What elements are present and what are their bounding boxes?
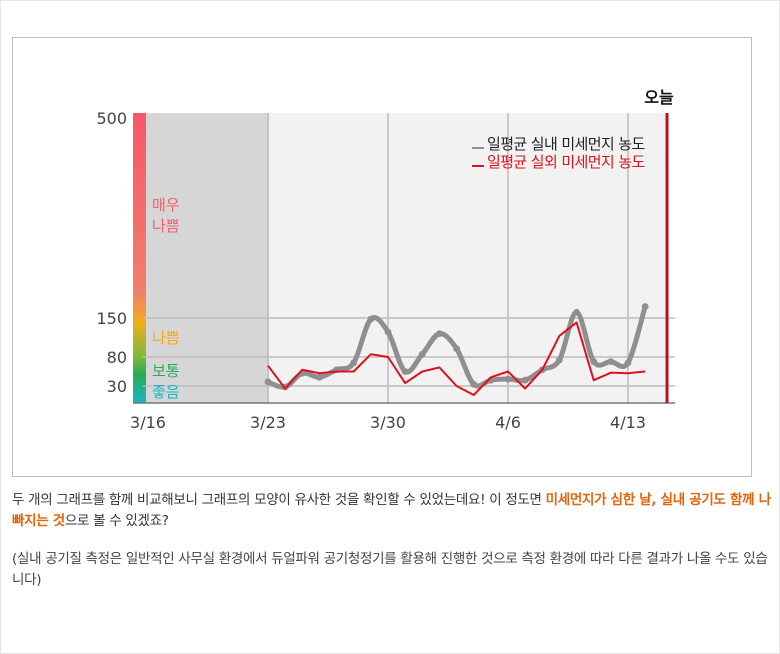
grade-label-very-bad-1: 매우	[152, 196, 180, 214]
indoor-data-point	[350, 359, 358, 367]
indoor-data-point	[384, 328, 392, 336]
grade-label-very-bad-2: 나쁨	[152, 217, 180, 235]
indoor-data-point	[316, 373, 323, 381]
indoor-data-point	[504, 375, 512, 383]
caption-text-end: 으로 볼 수 있겠죠?	[64, 513, 169, 529]
today-label: 오늘	[644, 88, 674, 107]
indoor-data-point	[470, 380, 478, 388]
caption-paragraph-2: (실내 공기질 측정은 일반적인 사무실 환경에서 듀얼파워 공기청정기를 활용…	[12, 551, 768, 588]
caption-highlight: 미세먼지가 심한 날, 실내 공기도 함께 나빠지는 것	[12, 492, 771, 529]
indoor-data-point	[367, 315, 375, 323]
y-tick-label: 500	[96, 109, 127, 128]
indoor-data-point	[607, 358, 615, 366]
indoor-data-point	[521, 376, 529, 384]
indoor-data-point	[401, 368, 409, 375]
legend-label: 일평균 실내 미세먼지 농도	[487, 135, 646, 153]
indoor-data-point	[418, 350, 426, 358]
chart-figure: 500 150 80 30 3/16 3/23 3/30 4/6 4/13 매우 나쁨 나쁨 …	[12, 37, 752, 477]
indoor-data-point	[641, 303, 649, 310]
indoor-data-point	[556, 356, 563, 364]
indoor-data-point	[264, 378, 272, 386]
x-tick-label: 3/23	[250, 413, 286, 432]
indoor-data-point	[453, 345, 460, 353]
x-tick-label: 3/16	[130, 413, 166, 432]
grade-label-normal: 보통	[152, 362, 180, 380]
x-tick-label: 4/13	[610, 413, 646, 432]
indoor-data-point	[436, 330, 443, 337]
indoor-data-point	[624, 359, 632, 367]
y-tick-label: 30	[107, 377, 127, 396]
y-tick-label: 80	[107, 348, 127, 367]
x-tick-label: 4/6	[495, 413, 521, 432]
grade-label-bad: 나쁨	[152, 329, 180, 347]
indoor-data-point	[573, 308, 580, 316]
series-outdoor-line	[267, 321, 646, 396]
grade-label-good: 좋음	[152, 383, 180, 401]
y-tick-label: 150	[96, 309, 127, 328]
legend-label: 일평균 실외 미세먼지 농도	[487, 153, 646, 171]
past-shade	[143, 113, 269, 403]
grade-color-bar	[133, 113, 146, 403]
caption-paragraph-1: 두 개의 그래프를 함께 비교해보니 그래프의 모양이 유사한 것을 확인할 수…	[12, 490, 772, 532]
x-tick-label: 3/30	[370, 413, 406, 432]
caption-text: 두 개의 그래프를 함께 비교해보니 그래프의 모양이 유사한 것을 확인할 수…	[12, 492, 546, 508]
indoor-data-point	[590, 358, 598, 366]
